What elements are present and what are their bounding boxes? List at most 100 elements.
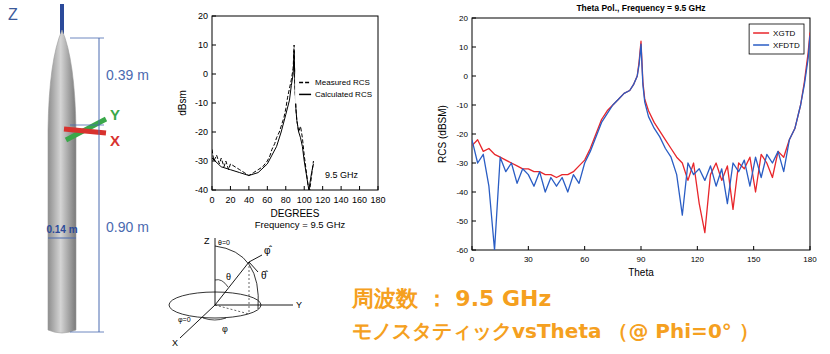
x-tick: [212, 186, 213, 190]
x-tick: [641, 246, 642, 250]
series-group: [472, 33, 810, 251]
x-label: X: [110, 132, 120, 149]
vector-label: θ̂: [261, 270, 269, 281]
y-tick: [212, 132, 216, 133]
x-axis-title: Theta: [628, 267, 654, 278]
legend: XGTD XFDTD: [749, 24, 804, 54]
x-tick-label: 140: [334, 195, 349, 205]
chart: 0306090120150180-60-50-40-30-20-1001020T…: [437, 3, 817, 278]
y-tick: [212, 16, 216, 17]
x-tick: [753, 246, 754, 250]
phi-hat-vector: [249, 255, 262, 262]
x-tick-label: 180: [370, 195, 385, 205]
y-tick: [472, 250, 476, 251]
dimension-tick: [70, 332, 104, 333]
coordinate-diagram: Zθ=0θφ̂θ̂YXφ=0φ: [169, 236, 302, 348]
x-tick: [359, 186, 360, 190]
x-tick-label: 160: [352, 195, 367, 205]
y-tick-label: 20: [198, 11, 208, 21]
y-tick-label: -60: [456, 246, 468, 255]
series-line: [472, 33, 810, 233]
legend-frame: [749, 24, 804, 54]
plot-frame: [472, 18, 810, 250]
x-tick: [248, 186, 249, 190]
axis-label: X: [172, 338, 178, 348]
axis-label: Z: [204, 236, 210, 246]
y-tick-label: -20: [456, 130, 468, 139]
legend-label: Measured RCS: [315, 78, 370, 87]
x-tick-label: 180: [803, 255, 817, 264]
axis-label: φ=0: [178, 316, 191, 324]
axis-y: [215, 305, 293, 306]
x-tick-label: 120: [315, 195, 330, 205]
x-tick: [267, 186, 268, 190]
missile-body: [48, 30, 76, 333]
x-tick: [322, 186, 323, 190]
chart-title: Theta Pol., Frequency = 9.5 GHz: [576, 3, 705, 13]
y-tick-label: 20: [459, 14, 468, 23]
y-tick: [472, 192, 476, 193]
series-line: [212, 51, 313, 190]
dimension-label: 0.14 m: [46, 224, 77, 235]
radius: [215, 262, 249, 305]
x-tick-label: 20: [225, 195, 235, 205]
axis-label: θ=0: [218, 239, 230, 246]
legend-swatch: [299, 82, 311, 84]
y-tick: [472, 134, 476, 135]
x-tick-label: 40: [244, 195, 254, 205]
y-tick-label: 0: [464, 72, 469, 81]
y-tick: [472, 221, 476, 222]
y-label: Y: [110, 106, 120, 123]
meridian: [215, 246, 258, 309]
z-label: Z: [8, 6, 18, 23]
x-tick: [341, 186, 342, 190]
dimension-tick: [70, 125, 104, 126]
vector-label: φ̂: [264, 245, 272, 256]
dimension-line: [48, 238, 76, 239]
y-tick: [212, 74, 216, 75]
axis-label: Y: [296, 300, 302, 310]
y-tick-label: 10: [198, 40, 208, 50]
model: Z YX 0.39 m 0.90 m 0.14 m: [8, 4, 149, 333]
y-tick: [472, 76, 476, 77]
plot-frame: [212, 16, 378, 190]
series-line: [212, 45, 313, 190]
y-tick: [472, 18, 476, 19]
y-tick-label: -40: [456, 188, 468, 197]
dimension-label: 0.39 m: [106, 67, 149, 83]
legend-label: XGTD: [773, 29, 795, 38]
legend: Measured RCSCalculated RCS: [295, 73, 376, 103]
dimension-label: 0.90 m: [106, 219, 149, 235]
x-tick: [304, 186, 305, 190]
legend-swatch: [753, 44, 769, 46]
x-tick: [285, 186, 286, 190]
y-tick-label: -10: [195, 98, 208, 108]
x-tick-label: 30: [524, 255, 533, 264]
x-tick: [810, 246, 811, 250]
y-tick: [472, 163, 476, 164]
legend-label: XFDTD: [773, 41, 800, 50]
projection: [249, 262, 250, 314]
x-axis-title: DEGREES: [271, 208, 320, 219]
y-tick-label: 0: [203, 69, 208, 79]
x-tick-label: 60: [580, 255, 589, 264]
x-tick-label: 0: [209, 195, 214, 205]
y-tick-label: -50: [456, 217, 468, 226]
y-axis-title: dBsm: [177, 90, 188, 116]
x-tick: [528, 246, 529, 250]
x-tick: [697, 246, 698, 250]
x-axis: [64, 129, 106, 133]
y-tick-label: -30: [195, 156, 208, 166]
x-tick-label: 90: [637, 255, 646, 264]
figure: ZYX0.39 m0.90 m0.14 m0204060801001201401…: [0, 0, 830, 354]
annotation: 9.5 GHz: [325, 170, 359, 180]
y-tick: [212, 45, 216, 46]
angle-label: θ: [226, 272, 231, 282]
chart: 020406080100120140160180-40-30-20-100102…: [177, 11, 386, 230]
axis-z: [215, 238, 216, 305]
y-tick: [472, 105, 476, 106]
y-tick-label: 10: [459, 43, 468, 52]
legend-swatch: [753, 32, 769, 34]
caption-line: モノスタティックvsTheta （@ Phi=0° ）: [352, 319, 759, 343]
x-tick-label: 0: [470, 255, 475, 264]
